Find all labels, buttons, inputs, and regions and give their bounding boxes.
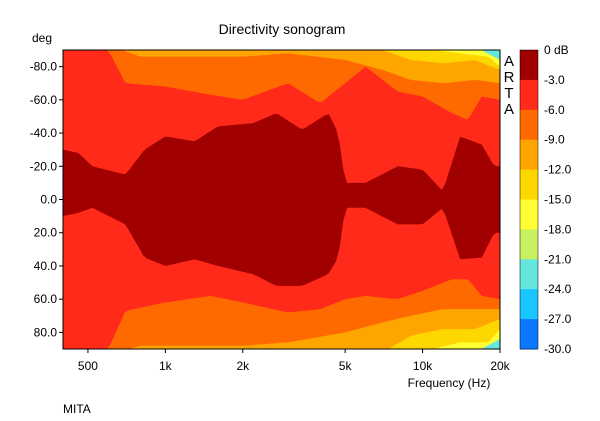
y-tick-label: -40.0 [30,126,58,140]
x-tick-label: 2k [236,359,250,373]
colorbar-label: -12.0 [544,163,572,177]
band-fringe-top-1 [382,50,500,70]
x-tick-label: 500 [78,359,98,373]
colorbar-label: -3.0 [544,73,565,87]
band-fringe-bot-1 [388,319,500,349]
chart-title: Directivity sonogram [219,21,346,37]
colorbar-cell [520,199,538,230]
colorbar-label: -21.0 [544,252,572,266]
y-tick-label: 40.0 [34,259,58,273]
y-tick-label: -80.0 [30,60,58,74]
colorbar-cell [520,109,538,141]
y-tick-label: -60.0 [30,93,58,107]
x-tick-label: 1k [159,359,173,373]
colorbar-cell [520,50,538,81]
colorbar-cell [520,319,538,350]
band-fringe-top-0 [121,50,500,84]
y-tick-label: 80.0 [34,325,58,339]
band-fringe-bot-2 [433,329,500,349]
colorbar-label: -9.0 [544,133,565,147]
y-tick-label: -20.0 [30,159,58,173]
colorbar-cell [520,79,538,111]
colorbar: 0 dB -3.0 -6.0 -9.0 -12.0 -15.0 -18.0 -21.0 -24.… [519,43,572,356]
colorbar-label: -6.0 [544,103,565,117]
y-axis-label: deg [32,31,52,45]
band-fringe-top-2 [434,50,500,67]
colorbar-label: -15.0 [544,193,572,207]
x-tick-label: 20k [490,359,510,373]
colorbar-label: -27.0 [544,312,572,326]
colorbar-cell [520,229,538,260]
band-zero [63,114,500,286]
footer-label: MITA [63,402,91,416]
y-tick-label: 60.0 [34,292,58,306]
y-axis-ticks: -80.0 -60.0 -40.0 -20.0 0.0 20.0 40.0 60.0 80.0 [30,60,63,339]
colorbar-label: -18.0 [544,222,572,236]
colorbar-cell [520,169,538,200]
x-tick-label: 5k [339,359,353,373]
band-fringe-top-3 [481,50,500,60]
x-tick-label: 10k [413,359,433,373]
plot-area [62,49,501,350]
colorbar-label: 0 dB [544,43,569,57]
colorbar-label: -24.0 [544,282,572,296]
colorbar-cell [520,289,538,320]
x-axis-label: Frequency (Hz) [408,376,491,390]
x-axis-ticks: 500 1k 2k 5k 10k 20k [78,349,511,373]
colorbar-cell [520,259,538,290]
band-fringe-bot-3 [481,339,500,349]
watermark-letter: T [504,85,513,102]
colorbar-frame [519,49,539,350]
colorbar-cell [520,139,538,171]
y-tick-label: 20.0 [34,226,58,240]
watermark-letter: A [504,101,514,118]
colorbar-label: -30.0 [544,342,572,356]
watermark-letter: R [504,69,515,86]
y-tick-label: 0.0 [40,193,57,207]
watermark-letter: A [504,53,514,70]
